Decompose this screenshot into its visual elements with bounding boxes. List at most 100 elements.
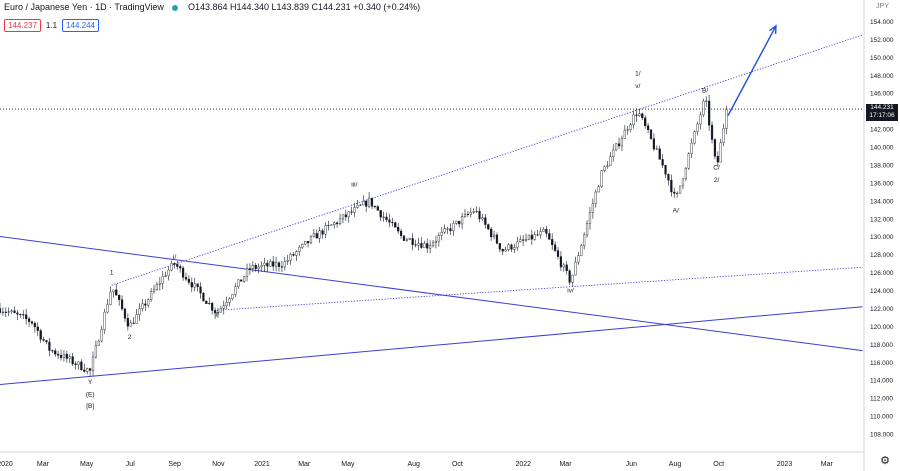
bid-price-button[interactable]: 144.237 — [4, 19, 41, 32]
wave-label: (E) — [86, 391, 95, 398]
candle-body — [609, 156, 612, 167]
candle-body — [83, 369, 86, 372]
candle-body — [370, 197, 374, 207]
market-status-dot — [171, 4, 178, 11]
candle-body — [57, 353, 60, 356]
candle-body — [228, 298, 231, 303]
wave-label: [B] — [86, 403, 94, 410]
y-tick-label: 138.000 — [870, 162, 894, 169]
candle-body — [179, 266, 182, 269]
candle-body — [181, 267, 185, 278]
x-tick-label: 2022 — [515, 461, 531, 468]
candle-body — [615, 143, 618, 151]
candle-body — [431, 242, 435, 246]
candle-body — [260, 265, 263, 268]
candle-body — [211, 302, 214, 311]
candle-body — [109, 291, 112, 305]
x-tick-label: Sep — [168, 461, 181, 468]
candle-body — [315, 233, 318, 239]
y-tick-label: 136.000 — [870, 180, 894, 187]
candle-body — [68, 356, 71, 359]
symbol-title[interactable]: Euro / Japanese Yen · 1D · TradingView — [4, 2, 164, 12]
candle-body — [475, 210, 478, 212]
candle-body — [684, 168, 687, 179]
candle-body — [301, 243, 304, 248]
candle-body — [713, 139, 717, 157]
candle-body — [490, 228, 493, 238]
candle-body — [719, 142, 722, 163]
candle-body — [379, 210, 382, 218]
candle-body — [716, 156, 719, 163]
wave-label: C/ — [713, 164, 720, 171]
candle-body — [286, 260, 289, 262]
candle-body — [240, 279, 243, 282]
y-tick-label: 120.000 — [870, 324, 894, 331]
candle-body — [248, 268, 252, 270]
candle-body — [519, 239, 522, 243]
candle-body — [664, 165, 667, 175]
candle-body — [19, 314, 22, 316]
x-tick-label: 2021 — [254, 461, 270, 468]
candle-body — [606, 165, 609, 168]
candle-body — [696, 123, 699, 132]
candle-body — [298, 246, 301, 252]
candle-body — [216, 311, 220, 314]
candle-body — [274, 262, 278, 267]
candle-body — [187, 279, 191, 283]
candle-body — [269, 261, 272, 267]
candle-body — [97, 340, 100, 346]
ohlc-readout: O143.864 H144.340 L143.839 C144.231 +0.3… — [187, 2, 421, 12]
forecast-arrow-line — [727, 25, 777, 116]
candle-body — [417, 243, 420, 246]
candle-body — [580, 245, 583, 256]
candle-body — [336, 222, 339, 225]
x-tick-label: Aug — [408, 461, 421, 468]
candle-body — [45, 340, 48, 343]
y-tick-label: 114.000 — [870, 378, 893, 385]
candle-body — [501, 248, 504, 252]
candle-body — [190, 282, 193, 288]
candle-body — [94, 345, 98, 358]
candle-body — [452, 223, 455, 232]
trendline — [0, 236, 863, 352]
candle-body — [527, 234, 531, 240]
y-tick-label: 146.000 — [870, 91, 894, 98]
candle-body — [295, 251, 298, 256]
x-tick-label: Mar — [298, 461, 311, 468]
spread-value: 1.1 — [45, 21, 58, 30]
trendline — [0, 306, 863, 386]
y-tick-label: 152.000 — [870, 37, 894, 44]
candle-body — [155, 284, 159, 290]
wave-label: A/ — [673, 208, 679, 215]
candle-body — [359, 204, 362, 206]
ask-price-button[interactable]: 144.244 — [62, 19, 99, 32]
candle-body — [629, 124, 632, 130]
candle-body — [39, 330, 42, 340]
x-tick-label: Aug — [669, 461, 682, 468]
candle-body — [36, 326, 39, 331]
candle-body — [458, 220, 461, 225]
candle-body — [687, 153, 690, 169]
candle-body — [132, 322, 135, 324]
candle-body — [423, 243, 426, 248]
candle-body — [7, 311, 10, 313]
x-tick-label: May — [341, 461, 355, 468]
candle-body — [208, 302, 211, 305]
candle-body — [484, 217, 487, 225]
candle-body — [283, 261, 286, 268]
candle-body — [353, 207, 356, 213]
candle-body — [562, 264, 565, 268]
x-tick-label: 2020 — [0, 461, 13, 468]
candle-body — [59, 355, 63, 358]
candle-body — [382, 216, 385, 218]
gear-icon[interactable]: ⚙ — [880, 455, 890, 467]
candle-body — [583, 234, 586, 246]
candle-body — [13, 310, 16, 314]
candle-body — [327, 225, 330, 227]
candle-body — [365, 200, 368, 207]
candle-body — [533, 234, 536, 240]
candle-body — [266, 262, 269, 267]
candle-body — [367, 197, 371, 207]
candle-body — [460, 216, 464, 225]
